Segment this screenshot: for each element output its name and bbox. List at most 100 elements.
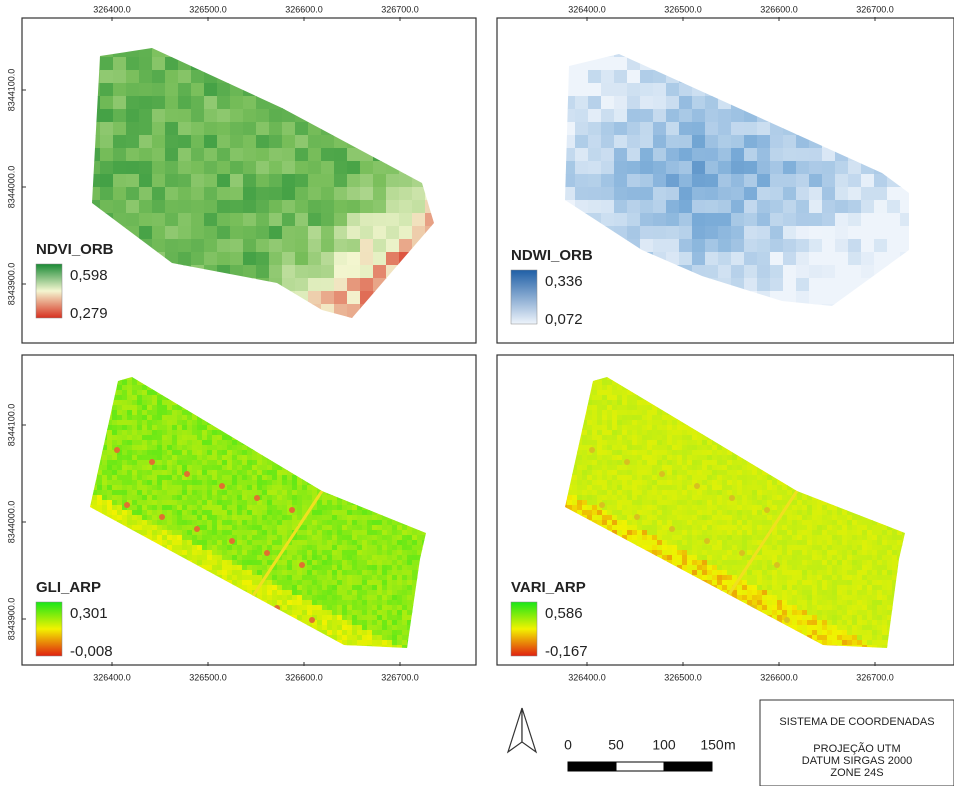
- raster-cell: [297, 480, 303, 486]
- raster-cell: [187, 405, 193, 411]
- raster-cell: [312, 430, 318, 436]
- raster-cell: [588, 226, 602, 240]
- raster-cell: [377, 405, 383, 411]
- raster-cell: [861, 31, 875, 45]
- raster-cell: [127, 440, 133, 446]
- raster-cell: [92, 420, 98, 426]
- raster-cell: [417, 370, 423, 376]
- raster-cell: [523, 57, 537, 71]
- raster-cell: [262, 380, 268, 386]
- raster-cell: [337, 355, 343, 361]
- raster-cell: [230, 83, 244, 97]
- raster-cell: [861, 239, 875, 253]
- raster-cell: [367, 435, 373, 441]
- raster-cell: [47, 485, 53, 491]
- raster-cell: [147, 355, 153, 361]
- raster-cell: [452, 500, 458, 506]
- raster-cell: [177, 460, 183, 466]
- raster-cell: [272, 365, 278, 371]
- raster-cell: [327, 360, 333, 366]
- raster-cell: [307, 390, 313, 396]
- raster-cell: [92, 355, 98, 361]
- raster-cell: [497, 31, 511, 45]
- raster-cell: [117, 510, 123, 516]
- raster-cell: [107, 370, 113, 376]
- raster-cell: [297, 450, 303, 456]
- raster-cell: [137, 480, 143, 486]
- raster-cell: [362, 395, 368, 401]
- raster-cell: [197, 385, 203, 391]
- raster-cell: [257, 505, 263, 511]
- raster-cell: [744, 187, 758, 201]
- raster-cell: [42, 485, 48, 491]
- raster-cell: [744, 265, 758, 279]
- raster-cell: [397, 385, 403, 391]
- raster-cell: [126, 317, 140, 331]
- raster-image: [22, 18, 478, 344]
- raster-cell: [137, 475, 143, 481]
- raster-cell: [432, 410, 438, 416]
- raster-cell: [523, 330, 537, 344]
- raster-cell: [425, 174, 439, 188]
- raster-cell: [22, 317, 36, 331]
- raster-cell: [35, 83, 49, 97]
- raster-cell: [640, 148, 654, 162]
- raster-cell: [432, 490, 438, 496]
- raster-cell: [588, 70, 602, 84]
- raster-cell: [451, 31, 465, 45]
- raster-cell: [87, 57, 101, 71]
- raster-cell: [666, 31, 680, 45]
- raster-cell: [282, 57, 296, 71]
- raster-cell: [601, 96, 615, 110]
- raster-cell: [262, 360, 268, 366]
- raster-cell: [262, 405, 268, 411]
- raster-cell: [334, 187, 348, 201]
- raster-cell: [835, 187, 849, 201]
- raster-cell: [731, 187, 745, 201]
- raster-cell: [117, 525, 123, 531]
- raster-cell: [157, 480, 163, 486]
- raster-cell: [177, 520, 183, 526]
- raster-cell: [282, 525, 288, 531]
- raster-cell: [35, 174, 49, 188]
- raster-cell: [392, 425, 398, 431]
- raster-cell: [392, 510, 398, 516]
- raster-cell: [222, 470, 228, 476]
- raster-cell: [472, 385, 478, 391]
- raster-cell: [601, 18, 615, 32]
- raster-cell: [601, 174, 615, 188]
- raster-cell: [282, 226, 296, 240]
- raster-cell: [402, 385, 408, 391]
- raster-cell: [127, 450, 133, 456]
- raster-cell: [192, 445, 198, 451]
- raster-cell: [262, 520, 268, 526]
- raster-cell: [72, 415, 78, 421]
- raster-cell: [926, 148, 940, 162]
- raster-cell: [939, 31, 953, 45]
- raster-cell: [432, 430, 438, 436]
- raster-cell: [874, 83, 888, 97]
- raster-cell: [22, 510, 28, 516]
- raster-cell: [442, 405, 448, 411]
- raster-cell: [510, 44, 524, 58]
- raster-cell: [900, 265, 914, 279]
- raster-cell: [322, 480, 328, 486]
- raster-cell: [392, 480, 398, 486]
- raster-cell: [796, 109, 810, 123]
- legend-min: 0,072: [545, 311, 583, 328]
- raster-cell: [666, 135, 680, 149]
- raster-cell: [67, 355, 73, 361]
- raster-cell: [102, 500, 108, 506]
- raster-cell: [562, 330, 576, 344]
- raster-cell: [427, 435, 433, 441]
- raster-cell: [347, 395, 353, 401]
- raster-cell: [152, 520, 158, 526]
- raster-cell: [321, 239, 335, 253]
- raster-cell: [614, 57, 628, 71]
- raster-cell: [132, 505, 138, 511]
- raster-cell: [67, 430, 73, 436]
- raster-cell: [242, 385, 248, 391]
- raster-cell: [367, 355, 373, 361]
- raster-cell: [705, 57, 719, 71]
- raster-cell: [422, 420, 428, 426]
